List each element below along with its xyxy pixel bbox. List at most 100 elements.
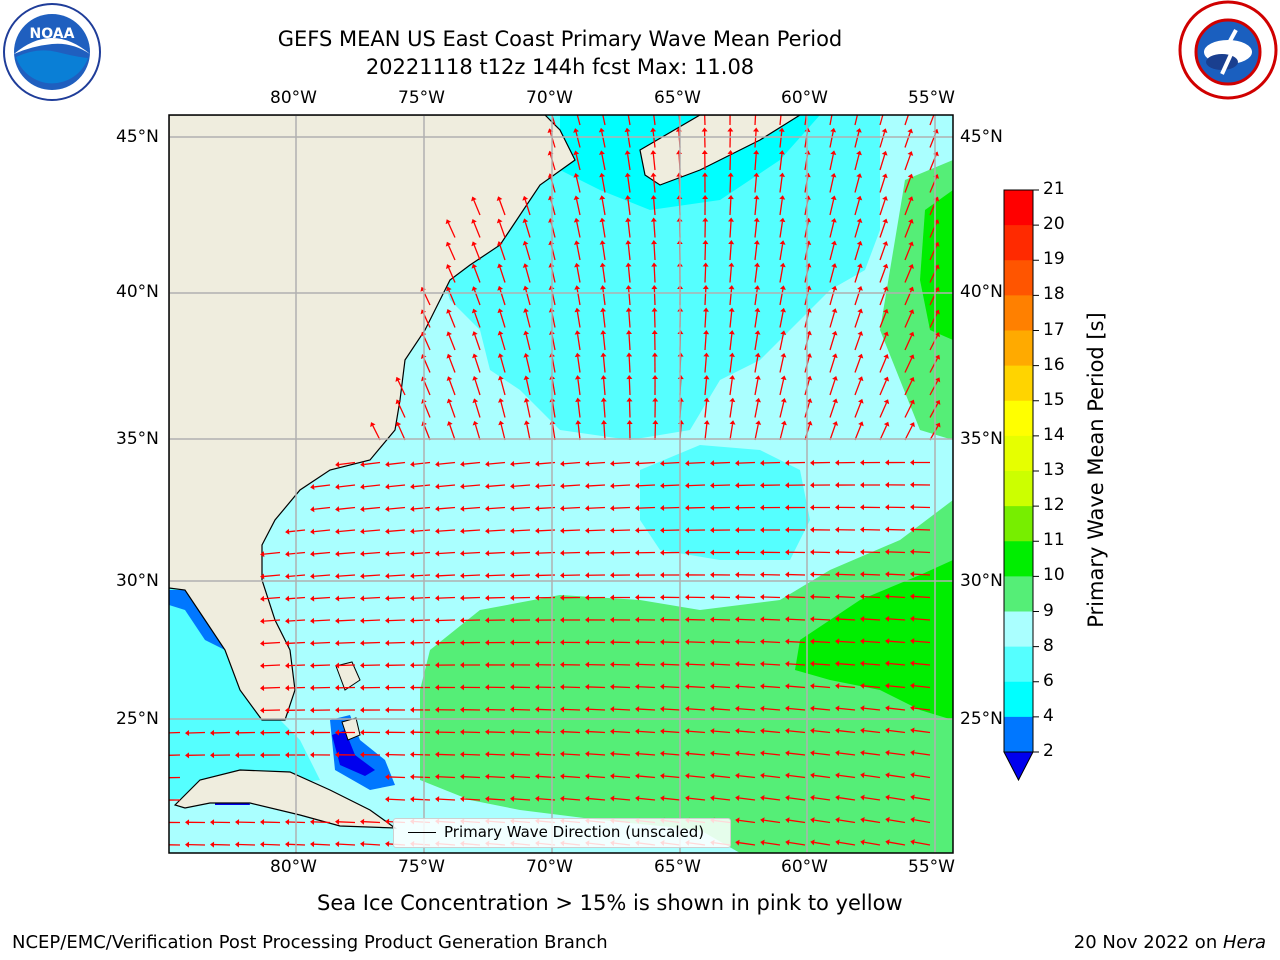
wave-arrow-shaft: [888, 618, 906, 621]
wave-arrow-shaft: [729, 243, 732, 261]
wave-arrow-shaft: [788, 618, 806, 621]
lon-tick-bottom: 55°W: [908, 857, 955, 877]
wave-arrow-shaft: [602, 115, 606, 126]
wave-arrow-head: [600, 307, 607, 312]
wave-arrow-shaft: [704, 356, 707, 373]
wave-arrow-head: [785, 727, 790, 734]
wave-arrow-shaft: [704, 379, 708, 396]
wave-arrow-head: [575, 420, 582, 425]
wave-arrow-head: [806, 420, 813, 426]
wave-arrow-head: [522, 263, 529, 268]
wave-arrow-head: [585, 750, 590, 757]
wave-arrow-shaft: [474, 334, 481, 351]
wave-arrow-shaft: [627, 199, 631, 216]
wave-arrow-head: [650, 195, 657, 200]
wave-arrow-head: [510, 617, 515, 624]
wave-arrow-shaft: [688, 730, 706, 734]
wave-arrow-shaft: [829, 221, 835, 238]
wave-arrow-head: [727, 105, 733, 109]
wave-arrow-shaft: [389, 506, 406, 510]
wave-arrow-head: [835, 526, 840, 533]
wave-arrow-head: [395, 376, 401, 382]
wave-arrow-head: [650, 150, 657, 155]
wave-arrow-head: [535, 751, 540, 758]
wave-arrow-head: [460, 796, 465, 803]
wave-arrow-head: [510, 460, 515, 467]
wave-arrow-head: [910, 548, 915, 555]
wave-arrow-head: [860, 459, 865, 466]
wave-arrow-head: [535, 460, 540, 467]
wave-arrow-shaft: [788, 663, 806, 666]
wave-arrow-head: [754, 330, 761, 335]
wave-arrow-head: [560, 795, 565, 802]
wave-arrow-shaft: [879, 425, 888, 441]
wave-arrow-head: [660, 572, 665, 579]
wave-arrow-head: [460, 595, 465, 602]
wave-arrow-shaft: [638, 686, 656, 689]
wave-arrow-head: [285, 729, 290, 736]
wave-arrow-head: [810, 683, 815, 690]
wave-arrow-head: [857, 398, 864, 404]
wave-arrow-head: [785, 750, 790, 757]
wave-arrow-shaft: [788, 685, 806, 689]
lon-tick-top: 80°W: [270, 88, 317, 108]
wave-arrow-shaft: [364, 529, 381, 533]
wave-arrow-head: [560, 684, 565, 691]
wave-arrow-head: [285, 528, 290, 535]
wave-arrow-shaft: [439, 461, 456, 465]
wave-arrow-head: [635, 683, 640, 690]
wave-arrow-shaft: [551, 401, 556, 418]
wave-arrow-head: [310, 528, 315, 535]
wave-arrow-shaft: [663, 506, 681, 509]
wave-arrow-shaft: [914, 729, 931, 734]
wave-arrow-shaft: [488, 731, 506, 734]
wave-arrow-shaft: [854, 379, 862, 396]
wave-arrow-head: [735, 728, 740, 735]
wave-arrow-head: [535, 706, 540, 713]
wave-arrow-head: [908, 218, 914, 224]
wave-arrow-head: [485, 594, 490, 601]
wave-arrow-head: [285, 573, 290, 580]
wave-arrow-head: [885, 816, 890, 823]
lon-tick-bottom: 60°W: [781, 857, 828, 877]
wave-arrow-shaft: [438, 596, 456, 599]
wave-arrow-shaft: [288, 664, 306, 667]
wave-arrow-shaft: [879, 312, 887, 328]
wave-arrow-shaft: [525, 311, 531, 328]
wave-arrow-shaft: [525, 379, 531, 396]
wave-arrow-shaft: [663, 663, 681, 666]
wave-arrow-head: [785, 593, 790, 600]
wave-arrow-shaft: [914, 819, 931, 824]
wave-arrow-head: [360, 550, 365, 557]
wave-arrow-head: [760, 817, 765, 824]
wave-arrow-head: [547, 150, 554, 156]
wave-arrow-shaft: [638, 484, 656, 487]
wave-arrow-head: [810, 593, 815, 600]
wave-arrow-shaft: [413, 551, 431, 555]
wave-arrow-shaft: [473, 199, 481, 216]
wave-arrow-shaft: [628, 378, 631, 396]
wave-arrow-head: [934, 377, 941, 383]
wave-arrow-shaft: [525, 334, 531, 351]
wave-arrow-shaft: [448, 334, 456, 351]
wave-arrow-shaft: [525, 356, 531, 373]
wave-arrow-head: [660, 772, 665, 779]
wave-arrow-head: [710, 683, 715, 690]
wave-arrow-head: [460, 617, 465, 624]
wave-arrow-head: [624, 105, 630, 109]
wave-arrow-head: [885, 660, 890, 667]
wave-arrow-head: [160, 797, 164, 803]
wave-arrow-shaft: [313, 664, 331, 667]
wave-arrow-shaft: [513, 506, 531, 510]
wave-arrow-shaft: [613, 753, 631, 756]
wave-arrow-head: [626, 352, 633, 357]
wave-arrow-shaft: [364, 484, 381, 488]
wave-arrow-shaft: [829, 334, 836, 351]
wave-arrow-shaft: [788, 596, 806, 599]
wave-arrow-head: [710, 527, 715, 534]
wave-arrow-shaft: [363, 574, 381, 577]
wave-arrow-shaft: [628, 311, 631, 328]
colorbar-tick-label: 10: [1043, 565, 1065, 586]
wave-arrow-head: [610, 594, 615, 601]
lon-tick-top: 60°W: [781, 88, 828, 108]
